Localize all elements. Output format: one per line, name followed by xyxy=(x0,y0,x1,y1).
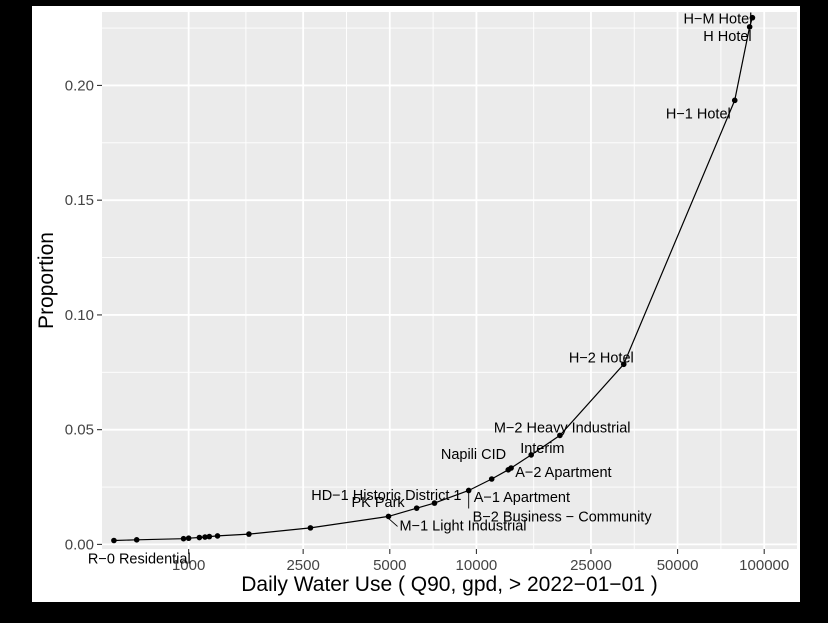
y-tick-label: 0.10 xyxy=(65,307,94,324)
point-label: R−0 Residential xyxy=(88,552,191,568)
minor-gridlines xyxy=(102,12,797,549)
data-point xyxy=(413,505,420,511)
data-point xyxy=(206,533,213,540)
data-point xyxy=(465,487,472,494)
x-tick-label: 25000 xyxy=(570,557,612,574)
axis-ticks: 1000 2500 5000 10000 25000 50000 100000 0.00 0.0… xyxy=(65,77,789,574)
data-point xyxy=(431,500,438,506)
point-label: PK Park xyxy=(351,495,405,511)
y-axis-title: Proportion xyxy=(35,232,58,329)
data-point xyxy=(620,361,627,368)
chart-svg: 1000 2500 5000 10000 25000 50000 100000 0.00 0.0… xyxy=(35,12,797,596)
label-connectors xyxy=(388,492,470,527)
point-label: A−1 Apartment xyxy=(474,490,570,506)
x-tick-label: 10000 xyxy=(456,557,498,574)
data-point xyxy=(731,97,738,104)
data-point xyxy=(246,531,252,537)
data-point xyxy=(385,513,392,520)
data-point xyxy=(557,432,563,439)
point-label: H−2 Hotel xyxy=(569,350,634,366)
label-connector xyxy=(388,518,398,527)
data-point xyxy=(746,24,753,30)
x-tick-label: 1000 xyxy=(172,557,205,574)
point-label: Napili CID xyxy=(441,447,506,463)
data-point xyxy=(307,525,314,531)
plot-panel xyxy=(102,12,797,549)
data-point xyxy=(180,535,187,542)
point-label: Interim xyxy=(520,441,564,457)
data-point xyxy=(749,14,756,21)
x-tick-label: 5000 xyxy=(373,557,406,574)
y-tick-label: 0.20 xyxy=(65,77,94,94)
data-point xyxy=(133,537,140,543)
point-label: H−1 Hotel xyxy=(666,106,731,122)
data-point xyxy=(111,537,117,544)
data-point xyxy=(214,533,221,539)
point-label: M−2 Heavy Industrial xyxy=(494,420,631,436)
y-tick-label: 0.05 xyxy=(65,422,94,439)
x-tick-label: 50000 xyxy=(657,557,699,574)
point-label: H Hotel xyxy=(703,29,751,45)
data-point xyxy=(185,535,192,542)
major-gridlines xyxy=(102,12,797,549)
x-tick-label: 2500 xyxy=(286,557,319,574)
data-points xyxy=(111,14,756,544)
data-point xyxy=(202,534,208,540)
point-label: B−2 Business − Community xyxy=(473,509,653,525)
x-axis-title: Daily Water Use ( Q90, gpd, > 2022−01−01… xyxy=(241,573,658,596)
data-point xyxy=(528,452,534,458)
x-tick-label: 100000 xyxy=(739,557,789,574)
point-label: M−1 Light Industrial xyxy=(400,518,527,534)
point-label: A−2 Apartment xyxy=(515,465,611,481)
y-tick-label: 0.00 xyxy=(65,536,94,553)
point-label: H−M Hotel xyxy=(684,12,753,28)
data-point xyxy=(488,476,495,482)
y-tick-label: 0.15 xyxy=(65,192,94,209)
point-label: HD−1 Historic District 1 xyxy=(311,488,461,504)
data-point xyxy=(508,465,514,471)
chart-figure: 1000 2500 5000 10000 25000 50000 100000 0.00 0.0… xyxy=(32,6,800,602)
data-point xyxy=(196,534,203,541)
